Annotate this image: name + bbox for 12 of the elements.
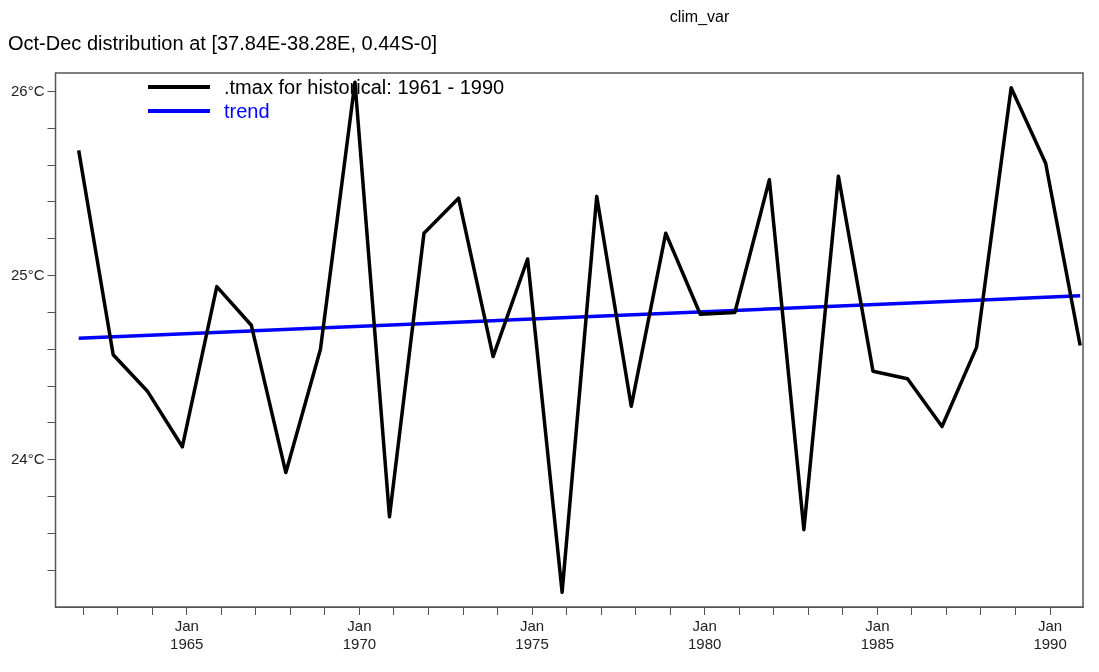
x-tick-label: Jan 1990: [1033, 617, 1067, 653]
chart-title: clim_var: [668, 8, 731, 27]
x-tick-label: Jan 1985: [860, 617, 895, 653]
chart-subtitle: Oct-Dec distribution at [37.84E-38.28E, 0.44S-0]: [8, 31, 439, 56]
x-tick-label: Jan 1975: [515, 617, 549, 653]
y-tick-label: 26°C: [11, 81, 45, 99]
y-tick-label: 24°C: [11, 449, 45, 467]
legend-label: trend: [224, 99, 270, 123]
x-tick-label: Jan 1970: [342, 617, 377, 653]
x-tick-label: Jan 1965: [170, 617, 204, 653]
x-tick-label: Jan 1980: [688, 617, 722, 653]
y-tick-label: 25°C: [11, 265, 45, 283]
